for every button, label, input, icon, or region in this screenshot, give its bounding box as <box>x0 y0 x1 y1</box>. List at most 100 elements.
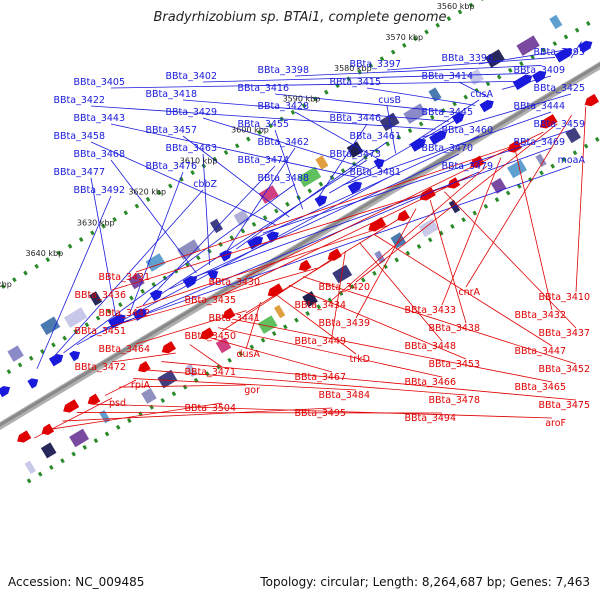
scale-label: 3600 kbp <box>231 126 269 135</box>
scale-label: 3560 kbp <box>437 2 475 11</box>
reverse-gene-arrow <box>138 360 151 373</box>
reverse-gene-arrow <box>200 327 215 340</box>
forward-gene-label: BBta_3469 <box>513 137 565 148</box>
reverse-gene-label: gor <box>244 385 260 396</box>
leader-line <box>202 153 211 266</box>
feature-box-upper <box>428 87 442 102</box>
ruler-dot <box>472 210 478 216</box>
ruler-dot <box>550 163 556 169</box>
ruler-dot <box>539 170 544 176</box>
leader-line <box>294 65 542 77</box>
reverse-gene-arrow <box>41 423 55 435</box>
forward-gene-label: moaA <box>558 155 586 166</box>
leader-line <box>111 352 176 363</box>
feature-box-upper <box>403 103 427 124</box>
reverse-gene-label: rpiA <box>131 380 151 391</box>
leader-line <box>329 117 460 194</box>
forward-gene-arrow <box>347 181 363 194</box>
feature-box-upper <box>258 185 279 204</box>
ruler-dot <box>118 302 123 308</box>
ruler-dot <box>26 478 32 484</box>
scale-label: 3630 kbp <box>77 218 115 227</box>
reverse-gene-arrow <box>368 217 387 232</box>
reverse-gene-label: BBta_3504 <box>184 403 236 414</box>
leader-line <box>429 200 467 324</box>
forward-gene-label: BBta_3481 <box>349 167 401 178</box>
ruler-dot <box>349 284 355 290</box>
forward-gene-label: BBta_3405 <box>73 77 125 88</box>
leader-line <box>221 174 473 296</box>
feature-box-upper <box>315 155 329 170</box>
leader-line <box>111 182 459 291</box>
ruler-dot <box>407 128 413 134</box>
ruler-dot <box>229 235 235 241</box>
leader-line <box>111 267 318 327</box>
forward-gene-label: BBta_3396 <box>441 53 493 64</box>
leader-line <box>235 141 388 250</box>
ruler-dot <box>450 223 455 229</box>
feature-box-upper <box>346 141 364 158</box>
ruler-dot <box>383 264 388 270</box>
ruler-dot <box>93 438 99 444</box>
forward-gene-label: cbbZ <box>193 179 217 190</box>
feature-box-upper <box>209 218 224 234</box>
ruler-dot <box>62 335 67 341</box>
leader-line <box>110 123 356 178</box>
scale-label: 3620 kbp <box>128 187 166 196</box>
reverse-gene-label: aroF <box>545 418 566 429</box>
reverse-gene-arrow <box>539 114 558 129</box>
feature-box-lower <box>565 127 581 144</box>
ruler-dot <box>435 22 441 28</box>
ruler-dot <box>552 41 558 47</box>
leader-line <box>110 159 197 274</box>
feature-box-lower <box>157 369 178 389</box>
leader-line <box>501 75 552 90</box>
forward-gene-label: BBta_3416 <box>237 83 289 94</box>
reverse-gene-label: BBta_3433 <box>404 305 456 316</box>
forward-gene-arrow <box>266 231 279 243</box>
scale-label: 3640 kbp <box>25 249 63 258</box>
reverse-gene-arrow <box>584 93 600 107</box>
forward-gene-arrow <box>182 275 198 289</box>
forward-gene-arrow <box>479 99 494 113</box>
ruler-dot <box>145 196 151 202</box>
ruler-dot <box>479 0 485 2</box>
map-title: Bradyrhizobium sp. BTAi1, complete genom… <box>153 10 447 25</box>
reverse-gene-arrow <box>298 259 312 272</box>
leader-line <box>104 379 137 396</box>
reverse-gene-label: BBta_3431 <box>98 272 150 283</box>
forward-gene-label: BBta_3455 <box>237 119 289 130</box>
ruler-dot <box>127 418 132 424</box>
leader-line <box>342 111 552 186</box>
leader-line <box>575 106 587 293</box>
accession-text: Accession: NC_009485 <box>8 575 145 589</box>
feature-box-lower <box>332 264 353 284</box>
leader-line <box>245 131 544 278</box>
reverse-gene-label: BBta_3439 <box>318 318 370 329</box>
leader-line <box>386 105 397 154</box>
reverse-gene-label: BBta_3475 <box>538 400 590 411</box>
forward-gene-arrow <box>107 314 126 329</box>
reverse-gene-label: BBta_3450 <box>184 331 236 342</box>
backbone <box>0 62 600 427</box>
leader-line <box>49 189 204 362</box>
reverse-gene-arrow <box>397 209 410 222</box>
reverse-gene-label: BBta_3436 <box>74 290 126 301</box>
reverse-gene-label: BBta_3435 <box>184 295 236 306</box>
ruler-dot <box>207 248 212 254</box>
reverse-gene-arrow <box>470 155 485 169</box>
ruler-dot <box>112 216 117 222</box>
leader-line <box>315 123 368 202</box>
ruler-dot <box>262 215 268 221</box>
leader-line <box>274 293 357 355</box>
forward-gene-label: BBta_3429 <box>165 107 217 118</box>
reverse-gene-label: BBta_3478 <box>428 395 480 406</box>
ruler-dot <box>45 257 51 263</box>
reverse-gene-label: BBta_3420 <box>318 282 370 293</box>
reverse-gene-arrow <box>87 393 101 405</box>
ruler-dot <box>171 391 177 397</box>
forward-gene-label: BBta_3402 <box>165 71 217 82</box>
ruler-dot <box>394 257 400 263</box>
forward-gene-label: BBta_3468 <box>73 149 125 160</box>
